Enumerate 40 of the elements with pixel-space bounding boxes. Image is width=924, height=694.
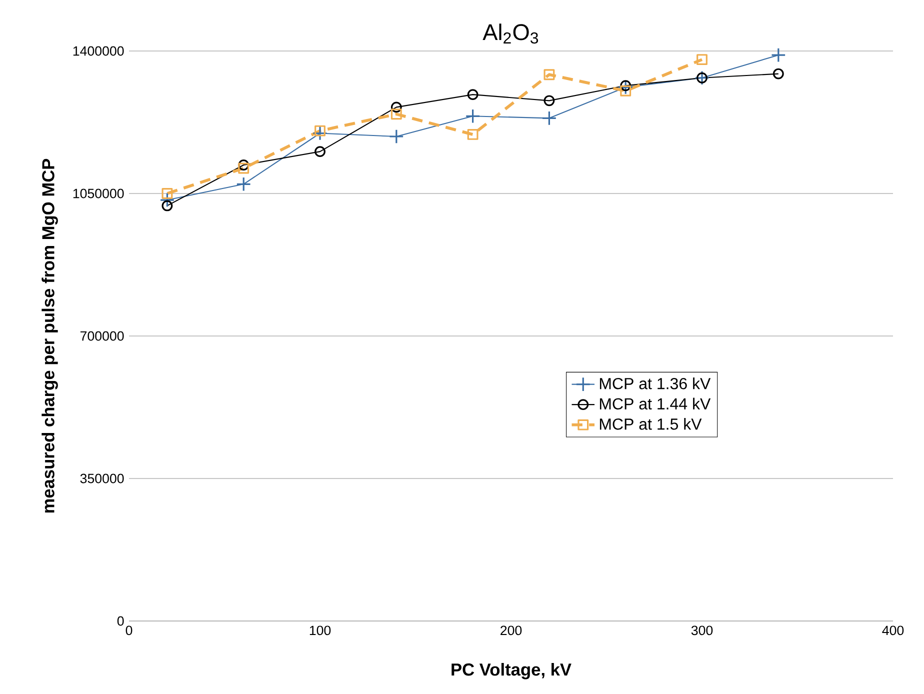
y-tick-label: 1050000	[73, 188, 124, 198]
x-tick-label: 100	[310, 626, 331, 636]
point	[542, 110, 557, 126]
point	[618, 80, 634, 95]
x-tick-label: 0	[126, 626, 132, 636]
legend-label: MCP at 1.36 kV	[600, 378, 711, 390]
x-axis-title: PC Voltage, kV	[452, 662, 572, 680]
point	[162, 188, 173, 199]
point	[465, 108, 480, 124]
point	[770, 48, 786, 63]
point	[162, 200, 173, 212]
point	[772, 68, 784, 80]
point	[696, 54, 708, 66]
y-tick-label: 350000	[80, 474, 124, 484]
point	[620, 85, 632, 96]
legend-label: MCP at 1.5 kV	[600, 418, 702, 430]
point	[467, 89, 478, 100]
point	[544, 95, 555, 106]
legend-label: MCP at 1.44 kV	[600, 398, 711, 410]
point	[314, 146, 326, 158]
point	[314, 125, 326, 136]
point	[467, 129, 478, 140]
point	[390, 108, 402, 120]
point	[544, 69, 555, 80]
point	[312, 126, 328, 141]
y-tick-label: 0	[117, 616, 124, 626]
point	[390, 102, 402, 113]
point	[620, 80, 632, 92]
x-tick-label: 400	[882, 626, 904, 636]
y-tick-label: 700000	[80, 331, 124, 341]
x-tick-label: 300	[691, 626, 713, 636]
point	[388, 129, 404, 144]
y-tick-label: 1400000	[73, 46, 124, 56]
point	[236, 176, 252, 192]
point	[238, 162, 250, 174]
point	[160, 192, 175, 208]
chart-title: Al$_{2}$O$_{3}$	[482, 24, 538, 44]
y-axis-title: measured charge per pulse from MgO MCP	[42, 158, 58, 513]
x-tick-label: 200	[500, 626, 522, 636]
point	[238, 160, 250, 170]
